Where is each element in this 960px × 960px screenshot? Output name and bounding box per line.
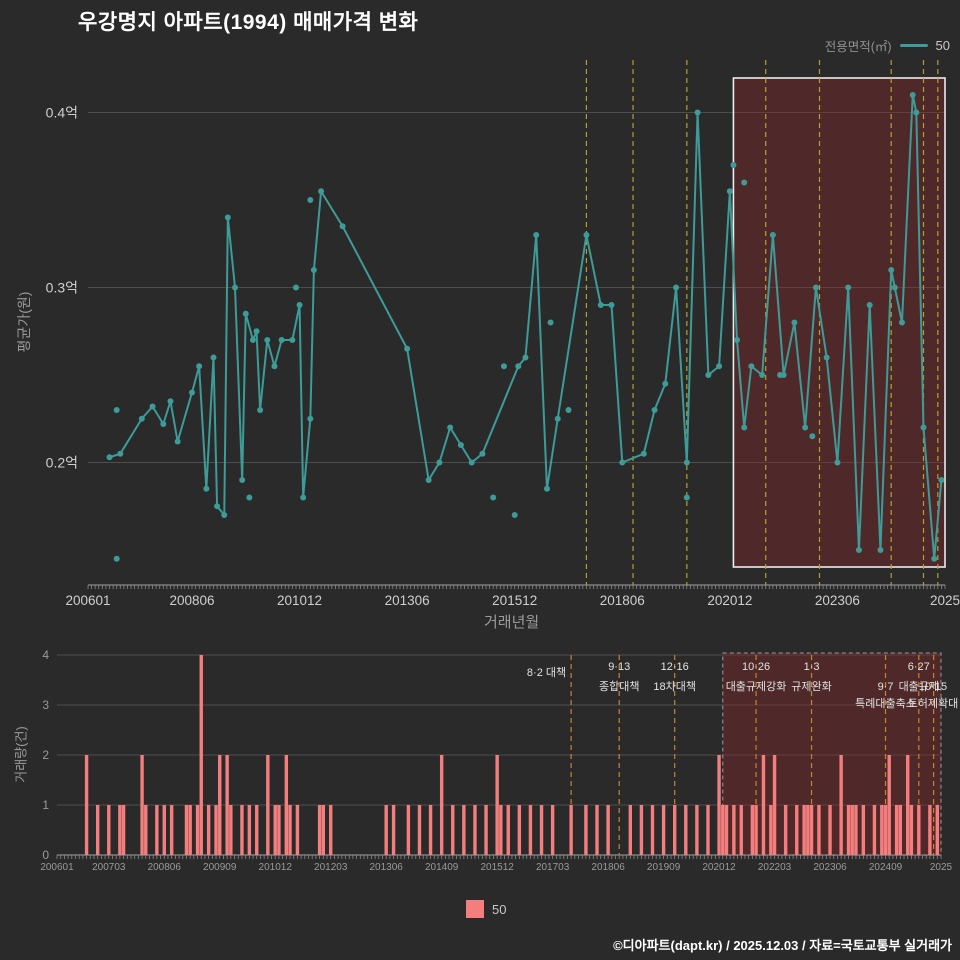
- svg-text:토허제확대: 토허제확대: [908, 697, 959, 710]
- svg-text:200601: 200601: [65, 593, 110, 608]
- legend-series-label: 50: [935, 38, 950, 53]
- price-line-series: [106, 92, 945, 562]
- svg-text:9·13: 9·13: [608, 661, 630, 673]
- svg-text:201806: 201806: [600, 593, 645, 608]
- svg-text:3: 3: [42, 698, 49, 712]
- svg-text:201512: 201512: [480, 862, 514, 873]
- svg-text:대출규제: 대출규제: [899, 680, 939, 693]
- bottom-highlight-region: [722, 652, 942, 856]
- svg-text:200806: 200806: [169, 593, 214, 608]
- svg-text:200601: 200601: [40, 862, 74, 873]
- svg-text:0.4억: 0.4억: [46, 105, 78, 121]
- svg-text:201306: 201306: [370, 862, 404, 873]
- svg-text:0.3억: 0.3억: [46, 280, 78, 296]
- svg-text:202306: 202306: [813, 862, 847, 873]
- svg-text:201909: 201909: [647, 862, 681, 873]
- top-y-axis-title: 평균가(원): [16, 291, 32, 353]
- legend-label: 전용면적(㎡): [824, 40, 892, 54]
- policy-annotations: 8·2 대책 9·13 종합대책 12·16 18차대책 10·26 대출규제강화 1·3 규제…: [527, 661, 958, 710]
- svg-text:201012: 201012: [277, 593, 322, 608]
- svg-text:종합대책: 종합대책: [599, 680, 639, 693]
- top-grid: 0.2억 0.3억 0.4억: [46, 105, 945, 471]
- svg-text:202203: 202203: [758, 862, 792, 873]
- svg-text:2025: 2025: [930, 862, 953, 873]
- volume-bars: [84, 655, 940, 855]
- bottom-y-axis-title: 거래량(건): [13, 726, 29, 783]
- svg-text:200909: 200909: [203, 862, 237, 873]
- svg-text:201012: 201012: [259, 862, 293, 873]
- svg-text:18차대책: 18차대책: [653, 680, 696, 693]
- price-scatter-points: [113, 162, 898, 562]
- svg-text:1: 1: [42, 798, 49, 812]
- svg-text:202409: 202409: [869, 862, 903, 873]
- svg-text:202012: 202012: [702, 862, 736, 873]
- top-x-axis-title: 거래년월: [484, 614, 540, 631]
- svg-text:2025: 2025: [930, 593, 960, 608]
- svg-text:201512: 201512: [492, 593, 537, 608]
- svg-text:6·27: 6·27: [908, 661, 930, 673]
- legend-line-swatch: [899, 44, 928, 47]
- svg-text:1·3: 1·3: [804, 661, 820, 673]
- svg-text:201806: 201806: [591, 862, 625, 873]
- svg-text:10·26: 10·26: [742, 661, 770, 673]
- svg-text:201703: 201703: [536, 862, 570, 873]
- svg-text:특례대출축소: 특례대출축소: [855, 697, 916, 710]
- svg-text:201203: 201203: [314, 862, 348, 873]
- bottom-legend[interactable]: 50: [466, 900, 506, 918]
- svg-text:0.2억: 0.2억: [46, 455, 78, 471]
- svg-text:2: 2: [42, 748, 49, 762]
- top-x-axis: 200601 200806 201012 201306 201512 201806 2020…: [65, 584, 960, 608]
- footer-credit: ©디아파트(dapt.kr) / 2025.12.03 / 자료=국토교통부 실…: [613, 938, 952, 953]
- svg-text:12·16: 12·16: [661, 661, 689, 673]
- bottom-legend-label: 50: [492, 901, 507, 917]
- svg-text:202306: 202306: [815, 593, 860, 608]
- svg-text:규제완화: 규제완화: [791, 680, 831, 693]
- svg-text:201306: 201306: [385, 593, 430, 608]
- top-legend[interactable]: 전용면적(㎡) 50: [825, 36, 950, 55]
- svg-text:대출규제강화: 대출규제강화: [726, 680, 787, 693]
- svg-text:9·7: 9·7: [878, 681, 894, 693]
- svg-text:0: 0: [42, 848, 49, 862]
- legend-bar-swatch: [466, 900, 484, 918]
- bottom-x-axis: 200601 200703 200806 200909 201012 201203 2013…: [40, 854, 953, 873]
- svg-text:4: 4: [42, 648, 49, 662]
- svg-text:200806: 200806: [148, 862, 182, 873]
- svg-text:8·2 대책: 8·2 대책: [527, 666, 566, 679]
- svg-text:10·15: 10·15: [919, 681, 947, 693]
- svg-text:202012: 202012: [707, 593, 752, 608]
- svg-text:200703: 200703: [92, 862, 126, 873]
- svg-text:201409: 201409: [425, 862, 459, 873]
- page-title: 우강명지 아파트(1994) 매매가격 변화: [78, 11, 419, 34]
